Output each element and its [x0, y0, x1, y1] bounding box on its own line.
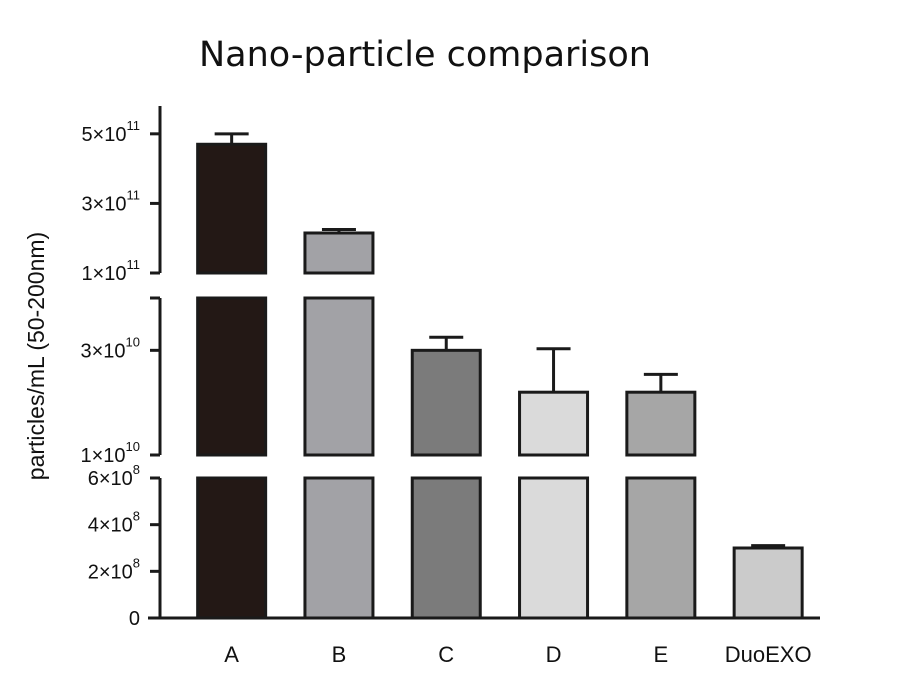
bar-b: [303, 476, 375, 620]
y-tick-label: 0: [129, 608, 140, 630]
y-axis-label: particles/mL (50-200nm): [23, 232, 49, 480]
y-tick-label: 6×108: [88, 462, 140, 490]
y-tick-label: 5×1011: [81, 118, 140, 146]
x-tick-label: DuoEXO: [725, 642, 812, 667]
bar-d: [518, 476, 590, 620]
bar-d: [518, 390, 590, 457]
y-tick-label: 3×1010: [80, 334, 140, 362]
bar-b: [303, 231, 375, 275]
x-tick-label: D: [546, 642, 562, 667]
y-tick-label: 1×1011: [81, 257, 140, 285]
x-tick-labels: A B C D E DuoEXO: [224, 642, 811, 667]
y-tick-label: 2×108: [88, 555, 140, 583]
bars: [196, 142, 804, 620]
y-tick-label: 3×1011: [81, 187, 140, 215]
x-tick-label: C: [438, 642, 454, 667]
bar-a: [196, 142, 268, 275]
error-bars: [214, 132, 786, 548]
bar-a: [196, 476, 268, 620]
y-tick-label: 1×1010: [80, 439, 140, 467]
bar-c: [410, 348, 482, 457]
chart-title: Nano-particle comparison: [199, 35, 651, 75]
bar-b: [303, 296, 375, 457]
y-tick-label: 4×108: [88, 509, 140, 537]
x-tick-label: B: [332, 642, 347, 667]
x-tick-label: E: [654, 642, 669, 667]
bar-e: [625, 390, 697, 457]
bar-a: [196, 296, 268, 457]
bar-duoexo: [732, 546, 804, 620]
bar-c: [410, 476, 482, 620]
bar-e: [625, 476, 697, 620]
x-tick-label: A: [224, 642, 239, 667]
